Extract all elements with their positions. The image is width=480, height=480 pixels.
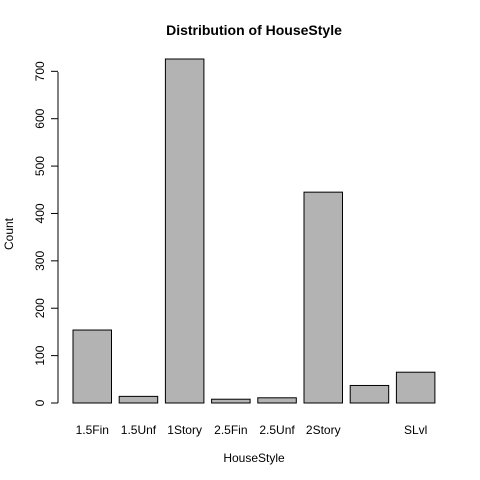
bar-2-5unf — [257, 397, 297, 404]
x-tick-label: 2.5Unf — [259, 423, 295, 437]
x-tick-label: 1.5Fin — [76, 423, 109, 437]
chart-title: Distribution of HouseStyle — [166, 22, 342, 38]
bar-2story — [303, 191, 343, 404]
x-axis-label: HouseStyle — [223, 451, 285, 465]
bar-1-5unf — [118, 395, 159, 404]
y-tick-label: 100 — [33, 345, 47, 365]
x-tick-label: 1.5Unf — [121, 423, 157, 437]
bars-group — [72, 58, 436, 404]
y-tick-label: 200 — [33, 298, 47, 318]
x-tick-label: 2.5Fin — [214, 423, 247, 437]
x-tick-label: SLvl — [404, 423, 427, 437]
x-tick-label: 2Story — [306, 423, 341, 437]
y-tick-label: 500 — [33, 156, 47, 176]
bar-2-5fin — [211, 398, 251, 404]
x-tick-label: 1Story — [167, 423, 202, 437]
x-tick-labels-group: 1.5Fin 1.5Unf 1Story 2.5Fin 2.5Unf 2Story SLvl — [76, 423, 428, 437]
bar-sfoyer — [349, 384, 390, 404]
bar-1story — [164, 58, 205, 404]
y-tick-label: 400 — [33, 203, 47, 223]
y-tick-label: 700 — [33, 61, 47, 81]
y-axis-label: Count — [2, 217, 16, 250]
y-tick-label: 600 — [33, 108, 47, 128]
y-tick-label: 0 — [33, 399, 47, 406]
y-ticks-group: 0 100 200 300 400 500 600 700 — [33, 61, 58, 406]
bar-1-5fin — [72, 329, 112, 404]
y-tick-label: 300 — [33, 251, 47, 271]
bar-slvl — [395, 371, 436, 404]
